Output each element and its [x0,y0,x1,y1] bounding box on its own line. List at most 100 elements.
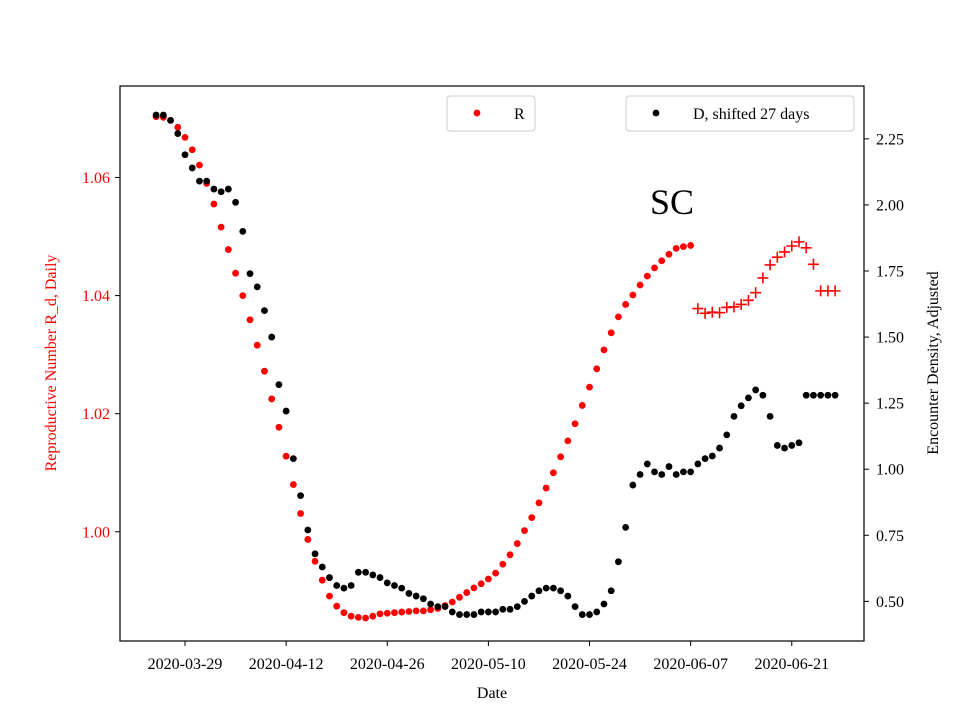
r-point-60 [578,402,586,409]
d-point-25 [326,574,333,581]
d-point-72 [665,463,673,470]
r-point-59 [571,420,579,428]
x-tick-label-1: 2020-03-29 [148,656,223,673]
r-point-11 [224,246,232,253]
x-axis-ticks: 2020-03-29 2020-04-12 2020-04-26 2020-05-10… [148,641,829,673]
r-point-6 [188,146,196,154]
r-plus-point-15 [793,236,805,248]
r-point-4 [174,123,182,131]
r-point-71 [658,257,666,265]
d-point-13 [239,227,247,235]
r-point-56 [549,469,557,477]
d-point-57 [557,587,565,595]
d-point-50 [506,605,514,613]
d-point-71 [658,471,666,478]
r-point-54 [535,499,543,507]
d-point-54 [535,587,543,595]
legend-r-marker [473,109,481,117]
d-point-43 [456,611,463,618]
r-plus-point-16 [800,242,812,254]
d-point-49 [499,605,507,613]
r-point-68 [636,281,644,289]
r-point-45 [470,584,478,592]
d-point-65 [615,558,622,566]
r-point-75 [687,242,695,249]
x-tick-label-3: 2020-04-26 [350,656,425,673]
r-plus-point-9 [750,287,762,299]
d-point-77 [701,455,709,463]
r-point-26 [333,602,341,610]
d-point-80 [723,431,731,439]
r-point-50 [506,551,514,559]
d-point-23 [311,550,319,558]
d-point-58 [564,592,572,600]
d-point-20 [289,455,297,463]
r-point-57 [557,453,565,461]
r-plus-point-7 [735,298,747,310]
r-point-13 [239,292,247,300]
r-point-38 [419,607,427,615]
r-point-70 [651,264,658,272]
d-point-41 [441,603,449,611]
r-plus-point-10 [757,272,769,284]
d-point-51 [513,603,521,611]
r-point-18 [275,423,283,431]
legend-d-label: D, shifted 27 days [693,106,809,123]
r-point-73 [672,244,680,252]
r-point-33 [383,609,391,617]
r-plus-point-17 [807,258,819,270]
d-point-35 [398,584,406,592]
d-point-11 [224,185,232,193]
left-y-tick-label-3: 1.04 [82,288,110,305]
r-point-55 [542,484,550,492]
d-point-76 [694,460,702,468]
r-point-30 [362,614,369,622]
d-point-91 [802,391,810,399]
r-plus-point-12 [771,251,783,263]
right-y-axis-ticks: 0.50 0.75 1.00 1.25 1.50 1.75 2.00 2.25 [864,131,904,611]
r-point-37 [412,607,420,615]
d-point-19 [282,407,290,415]
d-point-39 [427,600,435,608]
d-point-56 [549,584,557,592]
d-point-86 [766,412,774,420]
left-y-axis-title: Reproductive Number R_d, Daily [43,255,60,472]
right-y-tick-label-5: 1.50 [876,330,904,347]
d-point-59 [571,603,579,611]
d-point-73 [672,471,680,478]
r-point-12 [232,269,239,277]
r-point-66 [622,301,630,308]
d-point-90 [795,439,803,447]
d-point-66 [622,523,630,531]
legend-d-marker [652,109,660,117]
r-point-22 [304,536,312,543]
r-point-16 [261,367,268,375]
d-point-2 [159,111,167,119]
d-point-88 [781,444,788,452]
r-point-29 [354,613,362,621]
r-point-46 [477,580,485,588]
d-point-94 [824,391,832,399]
r-point-65 [615,313,622,321]
d-point-26 [333,582,341,589]
r-point-49 [499,560,507,568]
d-point-16 [261,307,268,315]
d-point-29 [354,568,362,576]
x-tick-label-4: 2020-05-10 [451,656,526,673]
d-point-15 [253,283,261,291]
right-y-tick-label-2: 0.75 [876,528,904,545]
r-point-32 [376,610,384,618]
d-point-14 [246,270,254,278]
r-point-42 [448,598,456,606]
right-y-tick-label-8: 2.25 [876,131,904,148]
x-axis-title: Date [477,685,507,702]
d-point-92 [810,391,817,399]
r-point-19 [282,452,290,460]
d-point-53 [528,592,536,600]
d-point-70 [651,468,658,476]
d-point-52 [521,597,528,605]
d-point-9 [210,185,218,193]
d-point-4 [174,130,182,137]
r-point-15 [253,341,261,349]
r-point-5 [181,133,189,141]
